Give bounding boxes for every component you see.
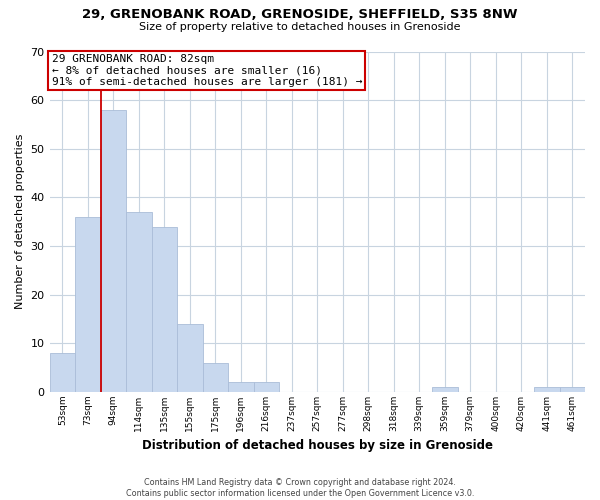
Y-axis label: Number of detached properties: Number of detached properties (15, 134, 25, 310)
Bar (254, 382, 279, 392)
Bar (75, 217, 101, 392)
X-axis label: Distribution of detached houses by size in Grenoside: Distribution of detached houses by size … (142, 440, 493, 452)
Bar (126, 212, 152, 392)
Bar (101, 110, 126, 392)
Text: Contains HM Land Registry data © Crown copyright and database right 2024.
Contai: Contains HM Land Registry data © Crown c… (126, 478, 474, 498)
Bar (152, 226, 177, 392)
Bar (228, 382, 254, 392)
Text: Size of property relative to detached houses in Grenoside: Size of property relative to detached ho… (139, 22, 461, 32)
Bar (432, 387, 458, 392)
Bar (177, 324, 203, 392)
Text: 29 GRENOBANK ROAD: 82sqm
← 8% of detached houses are smaller (16)
91% of semi-de: 29 GRENOBANK ROAD: 82sqm ← 8% of detache… (52, 54, 362, 87)
Text: 29, GRENOBANK ROAD, GRENOSIDE, SHEFFIELD, S35 8NW: 29, GRENOBANK ROAD, GRENOSIDE, SHEFFIELD… (82, 8, 518, 20)
Bar (203, 363, 228, 392)
Bar (560, 387, 585, 392)
Bar (50, 353, 75, 392)
Bar (534, 387, 560, 392)
